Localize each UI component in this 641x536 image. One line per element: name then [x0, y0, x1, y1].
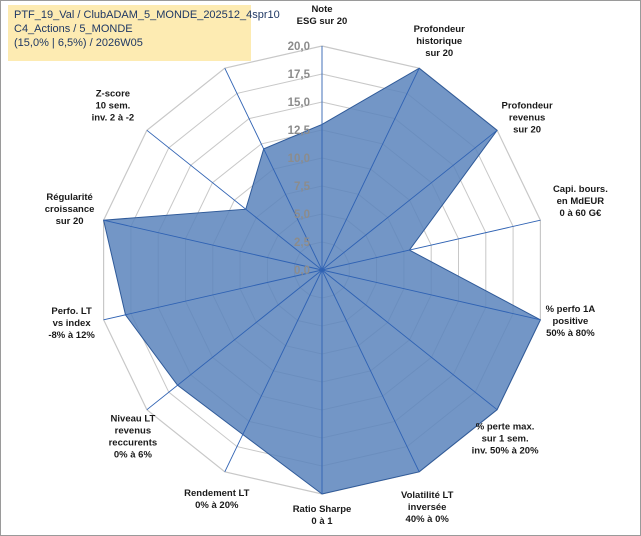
tick-label: 0,0 — [294, 265, 310, 277]
axis-spoke — [224, 269, 323, 472]
axis-spoke — [321, 269, 420, 472]
axis-spoke — [224, 68, 323, 271]
axis-label: % perte max. sur 1 sem. inv. 50% à 20% — [472, 422, 539, 457]
tick-label: 12,5 — [288, 125, 311, 137]
portfolio-title: PTF_19_Val / ClubADAM_5_MONDE_202512_4sp… — [14, 9, 280, 21]
portfolio-stats: (15,0% | 6,5%) / 2026W05 — [14, 37, 143, 49]
axis-label: Rendement LT 0% à 20% — [184, 488, 249, 511]
axis-label: Profondeur historique sur 20 — [414, 24, 465, 59]
axis-label: Volatilité LT inversée 40% à 0% — [401, 490, 454, 525]
radar-tick-labels: 0,0 2,5 5,0 7,5 10,0 12,5 15,0 17,5 20,0 — [288, 41, 311, 277]
axis-label: % perfo 1A positive 50% à 80% — [546, 304, 596, 339]
axis-spoke — [146, 269, 323, 411]
axis-spoke — [321, 219, 541, 271]
axis-spoke — [321, 129, 498, 271]
axis-spoke — [103, 219, 323, 271]
axis-label: Niveau LT revenus reccurents 0% à 6% — [109, 414, 158, 461]
axis-spoke — [321, 269, 541, 321]
tick-label: 2,5 — [294, 237, 311, 249]
axis-label: Z-score 10 sem. inv. 2 à -2 — [92, 88, 135, 123]
axis-label: Régularité croissance sur 20 — [45, 192, 95, 227]
axis-label: Capi. bours. en MdEUR 0 à 60 G€ — [553, 184, 608, 219]
tick-label: 20,0 — [288, 41, 310, 53]
axis-label: Note ESG sur 20 — [297, 4, 348, 27]
tick-label: 10,0 — [288, 153, 310, 165]
tick-label: 5,0 — [294, 209, 310, 221]
axis-spoke — [321, 68, 420, 271]
axis-label: Perfo. LT vs index -8% à 12% — [48, 306, 95, 341]
axis-label: Ratio Sharpe 0 à 1 — [293, 504, 352, 527]
portfolio-info-box: PTF_19_Val / ClubADAM_5_MONDE_202512_4sp… — [8, 5, 280, 61]
tick-label: 7,5 — [294, 181, 311, 193]
axis-spoke — [321, 269, 498, 411]
axis-spoke — [146, 129, 323, 271]
radar-spokes — [103, 46, 541, 494]
portfolio-category: C4_Actions / 5_MONDE — [14, 23, 133, 35]
tick-label: 17,5 — [288, 69, 311, 81]
axis-spoke — [103, 269, 323, 321]
tick-label: 15,0 — [288, 97, 310, 109]
axis-label: Profondeur revenus sur 20 — [501, 100, 552, 135]
